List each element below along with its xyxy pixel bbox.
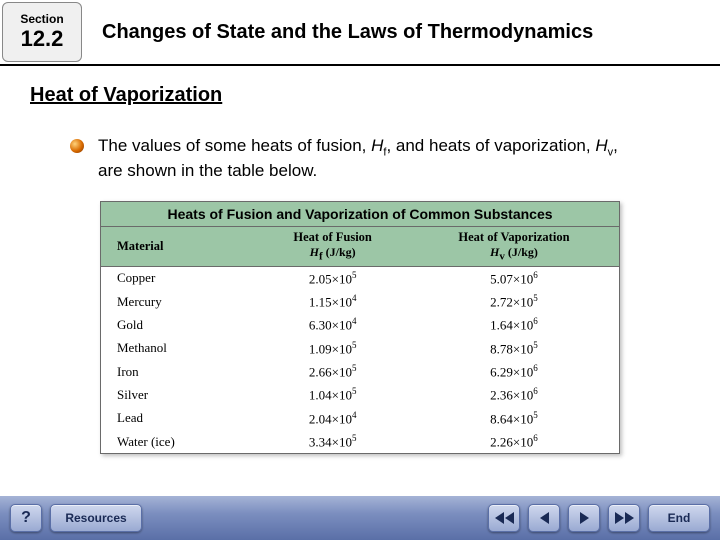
cell-material: Gold [101,313,256,336]
text-mid: , and heats of vaporization, [386,136,595,155]
cell-material: Silver [101,383,256,406]
end-button[interactable]: End [648,504,710,532]
cell-hv: 1.64×106 [409,313,619,336]
cell-material: Iron [101,360,256,383]
table-row: Iron2.66×1056.29×106 [101,360,619,383]
text-pre: The values of some heats of fusion, [98,136,371,155]
bullet-icon [70,139,84,153]
subheading: Heat of Vaporization [30,84,690,107]
table-row: Gold6.30×1041.64×106 [101,313,619,336]
col-hv-sym: H [490,245,499,259]
content-area: Heat of Vaporization The values of some … [0,66,720,496]
prev-button[interactable] [528,504,560,532]
cell-hf: 1.09×105 [256,337,409,360]
table-title: Heats of Fusion and Vaporization of Comm… [101,202,619,227]
last-button[interactable] [608,504,640,532]
slide-header: Section 12.2 Changes of State and the La… [0,0,720,66]
first-icon [495,512,514,524]
section-label: Section [20,12,63,26]
next-icon [580,512,589,524]
cell-hv: 8.78×105 [409,337,619,360]
table-row: Water (ice)3.34×1052.26×106 [101,430,619,453]
prev-icon [540,512,549,524]
body-text: The values of some heats of fusion, Hf, … [98,135,618,183]
table-row: Copper2.05×1055.07×106 [101,266,619,290]
cell-hv: 2.72×105 [409,290,619,313]
table-row: Silver1.04×1052.36×106 [101,383,619,406]
page-title: Changes of State and the Laws of Thermod… [84,0,720,64]
cell-material: Lead [101,407,256,430]
table-row: Methanol1.09×1058.78×105 [101,337,619,360]
table-header-row: Material Heat of Fusion Hf (J/kg) Heat o… [101,227,619,266]
cell-material: Mercury [101,290,256,313]
col-hf-paren: (J/kg) [323,245,356,259]
col-hf-label: Heat of Fusion [293,230,371,244]
cell-hf: 2.04×104 [256,407,409,430]
cell-hf: 2.66×105 [256,360,409,383]
cell-hf: 1.04×105 [256,383,409,406]
cell-hv: 2.36×106 [409,383,619,406]
cell-hv: 2.26×106 [409,430,619,453]
cell-hf: 6.30×104 [256,313,409,336]
table-row: Lead2.04×1048.64×105 [101,407,619,430]
section-number: 12.2 [21,26,64,52]
hf-symbol: H [371,136,383,155]
cell-hf: 3.34×105 [256,430,409,453]
end-label: End [668,511,691,525]
help-icon: ? [21,509,31,527]
resources-button[interactable]: Resources [50,504,142,532]
last-icon [615,512,634,524]
cell-material: Copper [101,266,256,290]
col-hv-label: Heat of Vaporization [458,230,569,244]
cell-hv: 5.07×106 [409,266,619,290]
col-heat-vaporization: Heat of Vaporization Hv (J/kg) [409,227,619,266]
col-heat-fusion: Heat of Fusion Hf (J/kg) [256,227,409,266]
footer-bar: ? Resources End [0,496,720,540]
col-hf-sym: H [310,245,319,259]
col-hv-paren: (J/kg) [505,245,538,259]
resources-label: Resources [65,511,126,525]
first-button[interactable] [488,504,520,532]
col-material: Material [101,227,256,266]
data-table: Heats of Fusion and Vaporization of Comm… [100,201,620,454]
cell-hv: 6.29×106 [409,360,619,383]
cell-hf: 1.15×104 [256,290,409,313]
cell-hf: 2.05×105 [256,266,409,290]
cell-hv: 8.64×105 [409,407,619,430]
section-badge: Section 12.2 [2,2,82,62]
hv-symbol: H [595,136,607,155]
cell-material: Methanol [101,337,256,360]
help-button[interactable]: ? [10,504,42,532]
bullet-item: The values of some heats of fusion, Hf, … [30,135,690,183]
next-button[interactable] [568,504,600,532]
table-row: Mercury1.15×1042.72×105 [101,290,619,313]
cell-material: Water (ice) [101,430,256,453]
